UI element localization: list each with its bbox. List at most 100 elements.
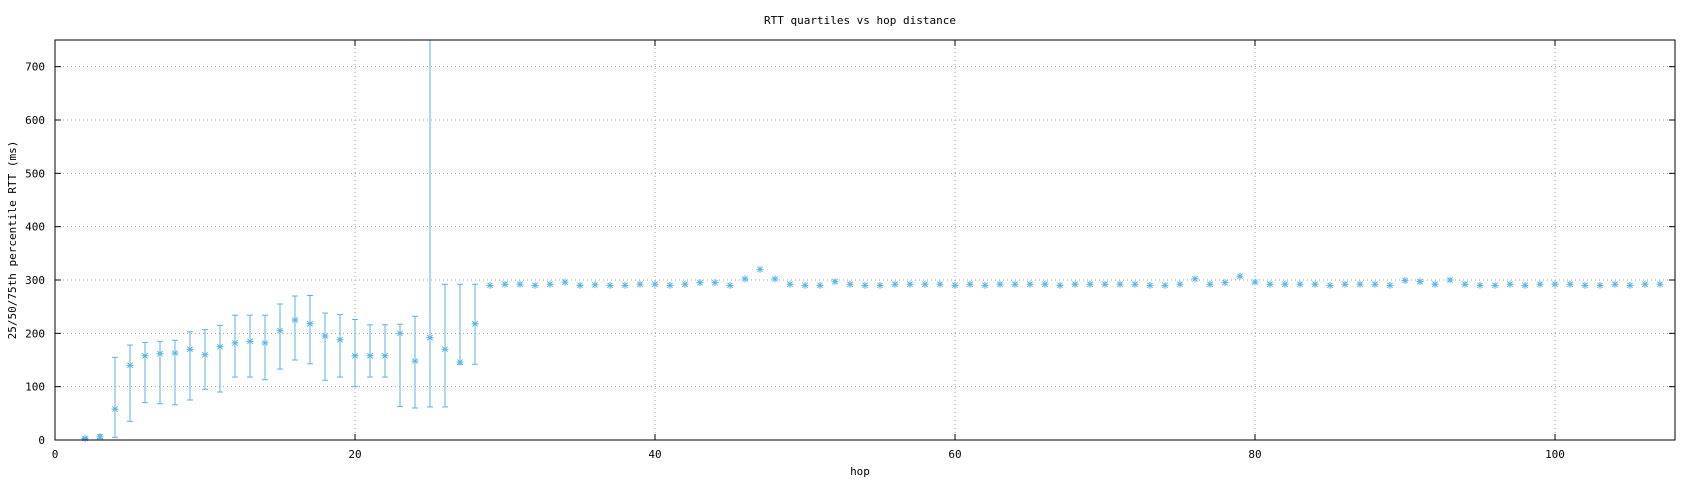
median-point <box>1416 278 1424 286</box>
median-point <box>1521 281 1529 289</box>
median-point <box>681 280 689 288</box>
median-point <box>96 433 104 441</box>
median-point <box>1041 280 1049 288</box>
median-point <box>1536 280 1544 288</box>
median-point <box>1146 281 1154 289</box>
median-point <box>1296 280 1304 288</box>
median-point <box>711 279 719 287</box>
median-point <box>216 343 224 351</box>
median-point <box>1431 280 1439 288</box>
y-tick-label: 400 <box>25 221 45 234</box>
median-point <box>1071 280 1079 288</box>
median-point <box>831 278 839 286</box>
median-point <box>1131 280 1139 288</box>
median-point <box>606 281 614 289</box>
median-point <box>1311 280 1319 288</box>
median-point <box>276 327 284 335</box>
median-point <box>1011 280 1019 288</box>
median-point <box>1251 278 1259 286</box>
median-point <box>1581 281 1589 289</box>
median-point <box>126 361 134 369</box>
y-tick-label: 600 <box>25 114 45 127</box>
median-point <box>201 351 209 359</box>
median-point <box>1551 280 1559 288</box>
median-point <box>1596 281 1604 289</box>
median-point <box>186 345 194 353</box>
x-tick-label: 0 <box>52 448 59 461</box>
x-tick-label: 20 <box>348 448 361 461</box>
median-point <box>876 281 884 289</box>
median-point <box>651 280 659 288</box>
median-point <box>351 352 359 360</box>
y-tick-label: 500 <box>25 167 45 180</box>
median-point <box>1101 280 1109 288</box>
x-axis-label: hop <box>850 465 870 478</box>
median-point <box>756 265 764 273</box>
y-tick-label: 700 <box>25 61 45 74</box>
x-tick-label: 80 <box>1248 448 1261 461</box>
median-point <box>786 280 794 288</box>
median-point <box>771 275 779 283</box>
y-tick-label: 200 <box>25 327 45 340</box>
median-point <box>1446 276 1454 284</box>
median-point <box>171 349 179 357</box>
x-tick-label: 40 <box>648 448 661 461</box>
median-point <box>636 280 644 288</box>
data-points <box>81 39 1664 442</box>
median-point <box>246 337 254 345</box>
median-point <box>381 352 389 360</box>
median-point <box>1491 281 1499 289</box>
median-point <box>321 332 329 340</box>
median-point <box>1401 277 1409 285</box>
y-tick-label: 300 <box>25 274 45 287</box>
median-point <box>1611 280 1619 288</box>
median-point <box>396 329 404 337</box>
median-point <box>1206 280 1214 288</box>
median-point <box>816 281 824 289</box>
median-point <box>921 280 929 288</box>
median-point <box>666 281 674 289</box>
median-point <box>801 281 809 289</box>
median-point <box>1086 280 1094 288</box>
median-point <box>981 281 989 289</box>
plot-frame <box>54 39 1676 441</box>
median-point <box>486 281 494 289</box>
median-point <box>696 279 704 287</box>
median-point <box>1461 280 1469 288</box>
median-point <box>936 280 944 288</box>
median-point <box>966 280 974 288</box>
y-tick-label: 0 <box>38 434 45 447</box>
median-point <box>141 352 149 360</box>
median-point <box>441 345 449 353</box>
median-point <box>306 320 314 328</box>
median-point <box>621 281 629 289</box>
median-point <box>81 434 89 442</box>
median-point <box>561 278 569 286</box>
median-point <box>1266 280 1274 288</box>
x-tick-labels: 0 20 40 60 80 100 <box>52 448 1565 461</box>
axis-ticks <box>54 40 1675 441</box>
median-point <box>156 350 164 358</box>
median-point <box>501 280 509 288</box>
median-point <box>576 281 584 289</box>
median-point <box>1116 280 1124 288</box>
median-point <box>1476 281 1484 289</box>
median-point <box>1176 280 1184 288</box>
median-point <box>846 280 854 288</box>
median-point <box>111 405 119 413</box>
median-point <box>1191 275 1199 283</box>
median-point <box>1506 280 1514 288</box>
median-point <box>1281 280 1289 288</box>
median-point <box>1221 279 1229 287</box>
median-point <box>1026 280 1034 288</box>
median-point <box>1566 280 1574 288</box>
median-point <box>366 352 374 360</box>
median-point <box>336 336 344 344</box>
median-point <box>261 339 269 347</box>
y-tick-labels: 0 100 200 300 400 500 600 700 <box>25 61 45 447</box>
median-point <box>1371 280 1379 288</box>
median-point <box>231 339 239 347</box>
median-point <box>291 316 299 324</box>
y-tick-label: 100 <box>25 381 45 394</box>
x-tick-label: 60 <box>948 448 961 461</box>
